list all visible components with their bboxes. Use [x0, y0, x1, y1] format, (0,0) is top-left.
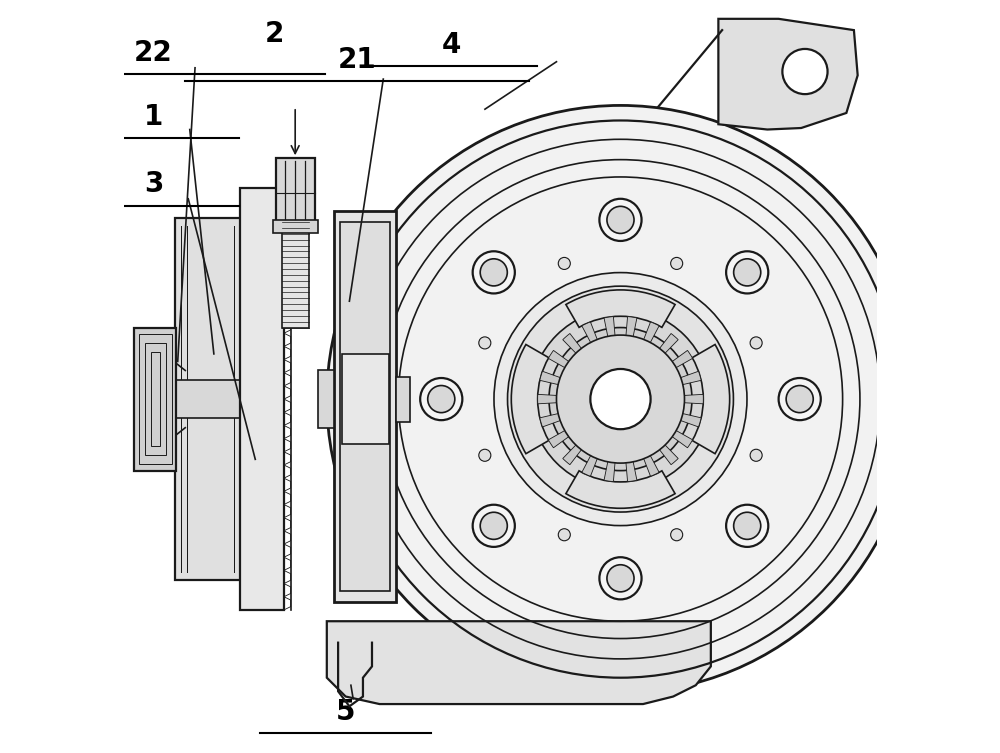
Text: 1: 1	[144, 102, 163, 131]
Wedge shape	[626, 458, 637, 482]
Circle shape	[479, 450, 491, 462]
Circle shape	[480, 259, 507, 286]
Wedge shape	[511, 345, 549, 453]
Wedge shape	[642, 322, 659, 346]
Wedge shape	[582, 322, 599, 346]
Bar	[175, 218, 246, 580]
Circle shape	[671, 258, 683, 270]
Bar	[273, 220, 318, 233]
Text: 22: 22	[134, 38, 173, 67]
Circle shape	[479, 337, 491, 349]
Circle shape	[726, 252, 768, 294]
Circle shape	[420, 378, 462, 420]
Wedge shape	[582, 453, 599, 477]
Circle shape	[473, 505, 515, 547]
Polygon shape	[718, 19, 858, 130]
Bar	[134, 328, 176, 471]
Wedge shape	[657, 442, 678, 465]
Wedge shape	[626, 316, 637, 340]
Circle shape	[750, 337, 762, 349]
Text: 4: 4	[441, 31, 461, 59]
Circle shape	[734, 259, 761, 286]
Circle shape	[671, 529, 683, 541]
Bar	[145, 343, 166, 455]
Bar	[342, 354, 389, 444]
Wedge shape	[642, 453, 659, 477]
Circle shape	[508, 286, 733, 512]
Bar	[139, 334, 172, 464]
Circle shape	[599, 199, 642, 241]
Bar	[276, 158, 315, 222]
Wedge shape	[692, 345, 730, 453]
Wedge shape	[548, 350, 572, 370]
Circle shape	[726, 505, 768, 547]
Wedge shape	[677, 371, 701, 386]
Wedge shape	[538, 395, 560, 404]
Circle shape	[779, 378, 821, 420]
Wedge shape	[681, 395, 703, 404]
Circle shape	[607, 206, 634, 233]
Circle shape	[786, 386, 813, 413]
Wedge shape	[566, 471, 675, 508]
Circle shape	[750, 450, 762, 462]
Circle shape	[782, 49, 828, 94]
Circle shape	[428, 386, 455, 413]
Wedge shape	[657, 334, 678, 356]
Circle shape	[327, 105, 914, 693]
Bar	[240, 188, 284, 610]
Circle shape	[473, 252, 515, 294]
Text: 3: 3	[144, 170, 163, 199]
Circle shape	[530, 309, 711, 489]
Circle shape	[607, 565, 634, 592]
Wedge shape	[566, 290, 675, 328]
Bar	[396, 376, 410, 422]
Wedge shape	[669, 350, 693, 370]
Circle shape	[480, 512, 507, 539]
Bar	[151, 352, 160, 446]
Bar	[282, 222, 309, 328]
Text: 5: 5	[336, 697, 355, 726]
Wedge shape	[540, 371, 564, 386]
Wedge shape	[604, 316, 615, 340]
Wedge shape	[669, 428, 693, 448]
Wedge shape	[677, 413, 701, 427]
Bar	[334, 211, 396, 602]
Circle shape	[734, 512, 761, 539]
Text: 2: 2	[264, 20, 284, 48]
Wedge shape	[548, 428, 572, 448]
Polygon shape	[327, 621, 711, 704]
Circle shape	[556, 335, 684, 463]
Bar	[318, 370, 334, 428]
Wedge shape	[604, 458, 615, 482]
Circle shape	[549, 328, 692, 471]
Circle shape	[558, 258, 570, 270]
Bar	[175, 380, 246, 418]
Circle shape	[599, 557, 642, 599]
Wedge shape	[563, 442, 584, 465]
Circle shape	[558, 529, 570, 541]
Wedge shape	[563, 334, 584, 356]
Wedge shape	[540, 413, 564, 427]
Circle shape	[494, 273, 747, 526]
Bar	[340, 222, 390, 591]
Circle shape	[590, 369, 651, 429]
Text: 21: 21	[338, 46, 376, 75]
